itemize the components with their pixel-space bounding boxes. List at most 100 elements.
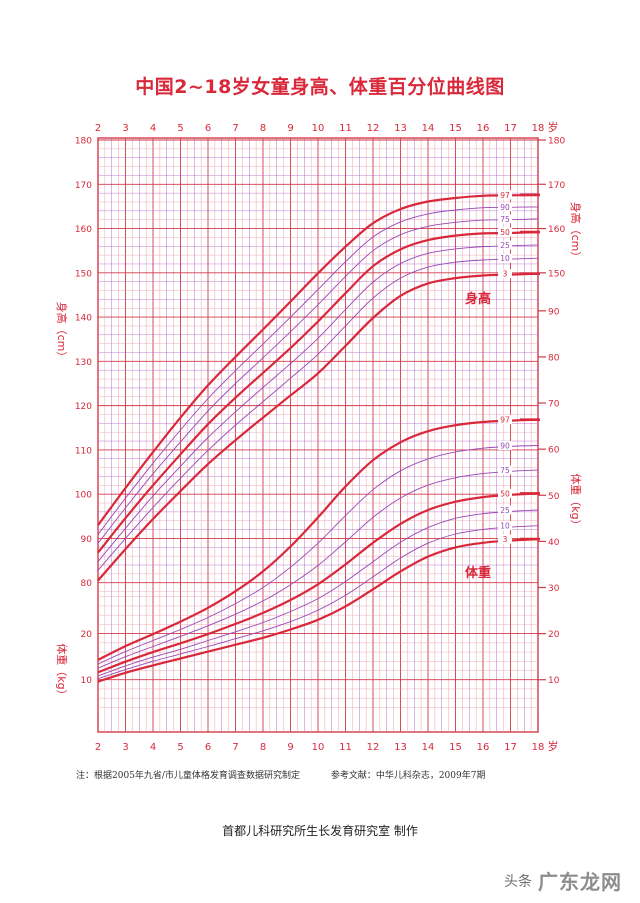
weight-axis-label-right: 体重（kg） bbox=[569, 473, 583, 530]
x-tick-top-13: 13 bbox=[394, 123, 407, 134]
weight-tick-left-20: 20 bbox=[81, 630, 93, 640]
x-tick-top-6: 6 bbox=[205, 123, 211, 134]
x-tick-bottom-4: 4 bbox=[150, 742, 156, 753]
weight-percentile-3-label: 3 bbox=[503, 535, 508, 544]
height-tick-left-140: 140 bbox=[75, 314, 92, 324]
percentile-curves bbox=[97, 193, 540, 683]
x-tick-top-7: 7 bbox=[232, 123, 238, 134]
height-percentile-25-curve bbox=[97, 244, 539, 562]
weight-tick-right-90: 90 bbox=[548, 307, 560, 317]
weight-tick-right-40: 40 bbox=[548, 538, 560, 548]
weight-tick-left-10: 10 bbox=[81, 676, 93, 686]
footnote: 注：根据2005年九省/市儿童体格发育调查数据研究制定 参考文献：中华儿科杂志，… bbox=[76, 768, 485, 781]
weight-tick-right-50: 50 bbox=[548, 492, 560, 502]
grid-lines bbox=[97, 137, 539, 733]
age-unit-top: 岁 bbox=[548, 120, 559, 134]
x-tick-top-10: 10 bbox=[312, 123, 325, 134]
height-percentile-97-label-bg bbox=[498, 190, 512, 200]
height-tick-left-120: 120 bbox=[75, 402, 92, 412]
height-percentile-75-label-bg bbox=[498, 214, 512, 224]
height-percentile-10-label-bg bbox=[498, 253, 512, 263]
height-tick-right-160: 160 bbox=[548, 225, 565, 235]
height-percentile-90-label-bg bbox=[498, 202, 512, 212]
x-tick-top-12: 12 bbox=[367, 123, 380, 134]
x-tick-top-16: 16 bbox=[477, 123, 490, 134]
height-percentile-3-curve bbox=[97, 272, 539, 582]
producer-credit: 首都儿科研究所生长发育研究室 制作 bbox=[222, 824, 418, 838]
weight-tick-right-20: 20 bbox=[548, 630, 560, 640]
x-tick-bottom-13: 13 bbox=[394, 742, 407, 753]
height-percentile-25-label: 25 bbox=[500, 241, 510, 250]
x-tick-bottom-11: 11 bbox=[339, 742, 352, 753]
x-tick-top-11: 11 bbox=[339, 123, 352, 134]
x-tick-bottom-16: 16 bbox=[477, 742, 490, 753]
weight-percentile-90-label-bg bbox=[498, 440, 512, 450]
weight-percentile-75-curve bbox=[97, 469, 539, 669]
weight-percentile-25-curve bbox=[97, 509, 539, 677]
watermark-logo: 广东龙网 bbox=[538, 870, 622, 894]
height-curve-label: 身高 bbox=[465, 291, 491, 307]
height-percentile-75-curve bbox=[97, 218, 539, 544]
height-tick-left-130: 130 bbox=[75, 358, 92, 368]
weight-percentile-10-label: 10 bbox=[500, 522, 510, 531]
weight-tick-right-70: 70 bbox=[548, 400, 560, 410]
x-tick-top-18: 18 bbox=[532, 123, 545, 134]
height-percentile-90-label: 90 bbox=[500, 203, 510, 212]
height-percentile-50-label: 50 bbox=[500, 228, 510, 237]
height-tick-right-150: 150 bbox=[548, 269, 565, 279]
x-tick-top-5: 5 bbox=[177, 123, 183, 134]
x-tick-bottom-5: 5 bbox=[177, 742, 183, 753]
height-percentile-3-label-bg bbox=[498, 269, 512, 279]
weight-percentile-90-curve bbox=[97, 445, 539, 665]
x-tick-bottom-18: 18 bbox=[532, 742, 545, 753]
footnote-reference: 参考文献：中华儿科杂志，2009年7期 bbox=[330, 771, 486, 781]
height-axis-label-right: 身高（cm） bbox=[569, 202, 583, 263]
weight-percentile-97-label-bg bbox=[498, 415, 512, 425]
x-tick-bottom-2: 2 bbox=[95, 742, 101, 753]
x-tick-bottom-8: 8 bbox=[260, 742, 266, 753]
height-percentile-3-label: 3 bbox=[503, 270, 508, 279]
weight-percentile-3-curve bbox=[97, 538, 539, 683]
weight-percentile-10-curve bbox=[97, 525, 539, 680]
height-percentile-97-label: 97 bbox=[500, 191, 510, 200]
x-tick-bottom-6: 6 bbox=[205, 742, 211, 753]
weight-tick-right-10: 10 bbox=[548, 676, 560, 686]
height-tick-left-170: 170 bbox=[75, 181, 92, 191]
height-percentile-25-label-bg bbox=[498, 240, 512, 250]
watermark: 头条 广东龙网 bbox=[504, 866, 622, 895]
x-tick-bottom-12: 12 bbox=[367, 742, 380, 753]
weight-percentile-97-label: 97 bbox=[500, 416, 510, 425]
height-tick-left-180: 180 bbox=[75, 137, 92, 147]
x-tick-top-3: 3 bbox=[122, 123, 128, 134]
x-tick-top-17: 17 bbox=[504, 123, 517, 134]
x-tick-top-2: 2 bbox=[95, 123, 101, 134]
height-tick-left-80: 80 bbox=[81, 579, 93, 589]
height-tick-left-160: 160 bbox=[75, 225, 92, 235]
height-percentile-10-curve bbox=[97, 257, 539, 571]
weight-axis-label-left: 体重（kg） bbox=[55, 643, 69, 700]
weight-tick-right-60: 60 bbox=[548, 446, 560, 456]
x-tick-bottom-17: 17 bbox=[504, 742, 517, 753]
height-percentile-75-label: 75 bbox=[500, 215, 510, 224]
chart-labels: 2 2 3 3 4 4 5 5 6 6 7 7 8 8 9 9 10 10 11 11 12 12 13 13 14 14 15 15… bbox=[55, 120, 583, 753]
x-tick-bottom-3: 3 bbox=[122, 742, 128, 753]
x-tick-top-14: 14 bbox=[422, 123, 435, 134]
x-tick-bottom-10: 10 bbox=[312, 742, 325, 753]
x-tick-top-4: 4 bbox=[150, 123, 156, 134]
chart-title: 中国2~18岁女童身高、体重百分位曲线图 bbox=[135, 76, 505, 98]
weight-tick-right-30: 30 bbox=[548, 584, 560, 594]
age-unit-bottom: 岁 bbox=[548, 739, 559, 753]
height-percentile-90-curve bbox=[97, 206, 539, 535]
height-axis-label-left: 身高（cm） bbox=[55, 302, 69, 363]
x-tick-bottom-9: 9 bbox=[287, 742, 293, 753]
weight-percentile-50-label: 50 bbox=[500, 489, 510, 498]
height-percentile-50-curve bbox=[97, 231, 539, 554]
watermark-source: 头条 bbox=[504, 873, 532, 890]
x-tick-bottom-15: 15 bbox=[449, 742, 462, 753]
height-percentile-97-curve bbox=[97, 193, 539, 526]
weight-percentile-50-curve bbox=[97, 492, 539, 674]
height-tick-left-100: 100 bbox=[75, 491, 92, 501]
height-percentile-10-label: 10 bbox=[500, 254, 510, 263]
height-tick-left-150: 150 bbox=[75, 269, 92, 279]
